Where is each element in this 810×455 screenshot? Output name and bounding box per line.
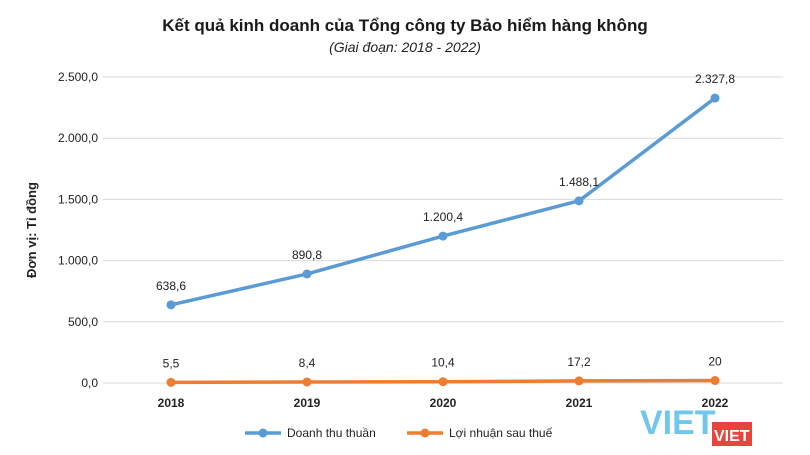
- logo-text-front: VIET: [714, 428, 750, 445]
- chart-title: Kết quả kinh doanh của Tổng công ty Bảo …: [162, 16, 647, 35]
- data-point: [710, 93, 720, 103]
- logo-text-back: VIET: [640, 404, 716, 442]
- data-point: [438, 377, 448, 387]
- data-label: 17,2: [567, 355, 591, 369]
- legend-swatch-marker: [258, 428, 268, 438]
- data-point: [302, 269, 312, 279]
- series-1: 638,6 890,8 1.200,4 1.488,1 2.327,8: [156, 72, 735, 310]
- x-tick-label: 2022: [702, 396, 729, 410]
- data-point: [302, 377, 312, 387]
- y-tick-label: 2.000,0: [58, 131, 98, 145]
- data-point: [574, 196, 584, 206]
- data-label: 1.488,1: [559, 175, 599, 189]
- x-tick-label: 2020: [430, 396, 457, 410]
- y-tick-label: 1.500,0: [58, 192, 98, 206]
- gridlines: [103, 76, 783, 384]
- data-point: [710, 376, 720, 386]
- y-tick-label: 0,0: [81, 376, 98, 390]
- data-label: 2.327,8: [695, 72, 735, 86]
- data-point: [166, 377, 176, 387]
- data-label: 20: [708, 355, 722, 369]
- y-tick-label: 2.500,0: [58, 70, 98, 84]
- y-tick-label: 500,0: [68, 315, 98, 329]
- y-axis-label: Đơn vị: Tỉ đồng: [24, 182, 39, 278]
- legend-label: Lợi nhuận sau thuế: [449, 426, 553, 440]
- legend-label: Doanh thu thuần: [287, 426, 376, 440]
- chart-subtitle: (Giai đoạn: 2018 - 2022): [329, 39, 481, 55]
- x-tick-label: 2018: [158, 396, 185, 410]
- vietnamnet-logo: VIET VIET: [640, 404, 752, 446]
- data-label: 10,4: [431, 356, 455, 370]
- series-2: 5,5 8,4 10,4 17,2 20: [163, 355, 722, 387]
- data-label: 5,5: [163, 356, 180, 370]
- series-line: [169, 96, 717, 307]
- data-label: 638,6: [156, 279, 186, 293]
- series: 638,6 890,8 1.200,4 1.488,1 2.327,8 5,5 8,4 10,…: [156, 72, 735, 387]
- data-label: 1.200,4: [423, 210, 463, 224]
- x-tick-label: 2019: [294, 396, 321, 410]
- y-tick-labels: 0,0 500,0 1.000,0 1.500,0 2.000,0 2.500,0: [58, 70, 98, 390]
- data-label: 890,8: [292, 248, 322, 262]
- data-label: 8,4: [299, 356, 316, 370]
- data-point: [166, 300, 176, 310]
- legend-swatch-marker: [420, 428, 430, 438]
- y-tick-label: 1.000,0: [58, 254, 98, 268]
- x-tick-label: 2021: [566, 396, 593, 410]
- x-tick-labels: 2018 2019 2020 2021 2022: [158, 396, 729, 410]
- data-point: [438, 231, 448, 241]
- data-point: [574, 376, 584, 386]
- logo-red-block: [712, 422, 752, 446]
- legend: Doanh thu thuần Lợi nhuận sau thuế: [245, 426, 553, 440]
